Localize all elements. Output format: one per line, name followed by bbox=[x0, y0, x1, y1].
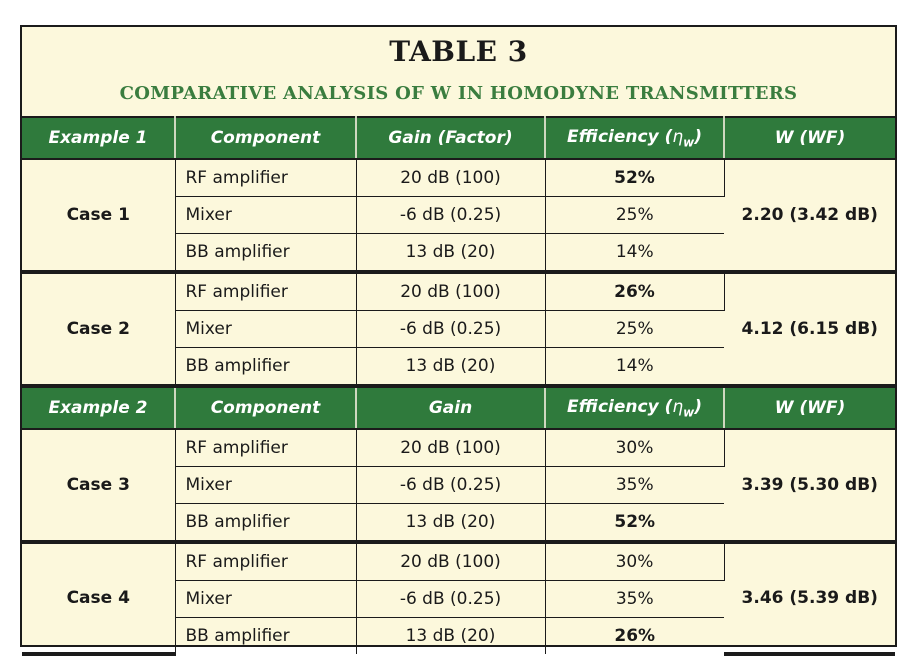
efficiency-cell: 14% bbox=[545, 347, 724, 388]
efficiency-cell: 25% bbox=[545, 310, 724, 348]
table-row: Mixer -6 dB (0.25) 35% bbox=[22, 466, 895, 504]
gain-cell: 13 dB (20) bbox=[356, 503, 546, 544]
table-row: Case 3 RF amplifier 20 dB (100) 30% 3.39 (5.… bbox=[22, 429, 895, 544]
gain-cell: 20 dB (100) bbox=[356, 429, 546, 467]
efficiency-cell: 52% bbox=[545, 159, 725, 197]
gain-cell: 13 dB (20) bbox=[356, 347, 546, 388]
gain-cell: 20 dB (100) bbox=[356, 159, 546, 197]
efficiency-cell: 25% bbox=[545, 196, 724, 234]
gain-cell: -6 dB (0.25) bbox=[356, 466, 546, 504]
gain-cell: 20 dB (100) bbox=[356, 542, 546, 581]
case-label: Case 1 bbox=[22, 159, 176, 274]
component-cell: BB amplifier bbox=[175, 617, 357, 654]
w-value: 4.12 (6.15 dB) bbox=[724, 272, 895, 388]
efficiency-cell: 26% bbox=[614, 626, 656, 646]
component-cell: RF amplifier bbox=[175, 429, 357, 467]
component-cell: Mixer bbox=[175, 580, 357, 618]
header-example: Example 2 bbox=[22, 385, 176, 430]
component-cell: RF amplifier bbox=[175, 272, 357, 311]
efficiency-cell: 35% bbox=[545, 580, 724, 618]
efficiency-cell: 30% bbox=[545, 542, 725, 581]
header-row-example-2: Example 2 Component Gain Efficiency (ηw) W (… bbox=[22, 385, 895, 430]
header-w: W (WF) bbox=[724, 385, 895, 430]
table-row: BB amplifier 13 dB (20) 14% bbox=[22, 233, 895, 274]
table-row: Mixer -6 dB (0.25) 25% bbox=[22, 310, 895, 348]
w-value: 3.46 (5.39 dB) bbox=[724, 542, 895, 656]
header-efficiency-label: Efficiency ( bbox=[567, 396, 673, 417]
eta-subscript: w bbox=[683, 405, 695, 420]
eta-symbol: η bbox=[672, 126, 684, 147]
gain-cell: -6 dB (0.25) bbox=[356, 580, 546, 618]
gain-cell: 13 dB (20) bbox=[356, 233, 546, 274]
header-efficiency: Efficiency (ηw) bbox=[545, 116, 725, 160]
table-row: BB amplifier 13 dB (20) 26% bbox=[22, 617, 895, 654]
header-gain: Gain (Factor) bbox=[356, 116, 546, 160]
case-label: Case 4 bbox=[22, 542, 176, 656]
header-example: Example 1 bbox=[22, 116, 176, 160]
component-cell: BB amplifier bbox=[175, 347, 357, 388]
table-frame: TABLE 3 COMPARATIVE ANALYSIS OF W IN HOM… bbox=[20, 25, 897, 656]
table-row: Mixer -6 dB (0.25) 25% bbox=[22, 196, 895, 234]
table-row: Case 4 RF amplifier 20 dB (100) 30% 3.46 (5.… bbox=[22, 542, 895, 656]
w-value: 2.20 (3.42 dB) bbox=[724, 159, 895, 274]
efficiency-cell: 52% bbox=[545, 503, 724, 544]
table-row: Mixer -6 dB (0.25) 35% bbox=[22, 580, 895, 618]
case-label: Case 2 bbox=[22, 272, 176, 388]
gain-cell: -6 dB (0.25) bbox=[356, 310, 546, 348]
table-row: BB amplifier 13 dB (20) 52% bbox=[22, 503, 895, 544]
table-row: Case 2 RF amplifier 20 dB (100) 26% 4.12 (6.… bbox=[22, 272, 895, 388]
efficiency-cell: 35% bbox=[545, 466, 724, 504]
w-value: 3.39 (5.30 dB) bbox=[724, 429, 895, 544]
header-component: Component bbox=[175, 385, 357, 430]
component-cell: Mixer bbox=[175, 466, 357, 504]
header-efficiency-close: ) bbox=[694, 126, 702, 147]
table-subtitle: COMPARATIVE ANALYSIS OF W IN HOMODYNE TR… bbox=[119, 83, 798, 104]
header-efficiency-label: Efficiency ( bbox=[567, 126, 673, 147]
table-row: BB amplifier 13 dB (20) 14% bbox=[22, 347, 895, 388]
header-row-example-1: Example 1 Component Gain (Factor) Effici… bbox=[22, 116, 895, 160]
component-cell: RF amplifier bbox=[175, 159, 357, 197]
table-title: TABLE 3 bbox=[389, 35, 528, 68]
table-row: Case 1 RF amplifier 20 dB (100) 52% 2.20 (3.… bbox=[22, 159, 895, 274]
component-cell: Mixer bbox=[175, 196, 357, 234]
efficiency-cell: 26% bbox=[545, 272, 725, 311]
case-label: Case 3 bbox=[22, 429, 176, 544]
header-component: Component bbox=[175, 116, 357, 160]
eta-subscript: w bbox=[683, 135, 695, 150]
header-gain: Gain bbox=[356, 385, 546, 430]
header-efficiency: Efficiency (ηw) bbox=[545, 385, 725, 430]
gain-cell: 20 dB (100) bbox=[356, 272, 546, 311]
efficiency-cell: 30% bbox=[545, 429, 725, 467]
header-efficiency-close: ) bbox=[694, 396, 702, 417]
header-w: W (WF) bbox=[724, 116, 895, 160]
eta-symbol: η bbox=[672, 396, 684, 417]
component-cell: RF amplifier bbox=[175, 542, 357, 581]
efficiency-cell: 14% bbox=[545, 233, 724, 274]
component-cell: BB amplifier bbox=[175, 233, 357, 274]
comparison-table: Example 1 Component Gain (Factor) Effici… bbox=[22, 116, 895, 656]
gain-cell: 13 dB (20) bbox=[356, 617, 546, 654]
gain-cell: -6 dB (0.25) bbox=[356, 196, 546, 234]
component-cell: BB amplifier bbox=[175, 503, 357, 544]
component-cell: Mixer bbox=[175, 310, 357, 348]
